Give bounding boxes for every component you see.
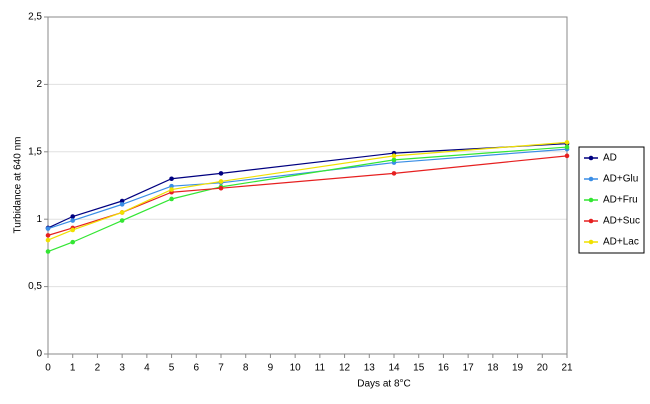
x-tick-label: 1 (70, 363, 76, 374)
x-tick-label: 10 (290, 363, 302, 374)
point (218, 171, 224, 176)
series-line (47, 155, 568, 236)
legend-label: AD+Lac (603, 237, 639, 248)
point (119, 218, 125, 223)
point (169, 187, 174, 192)
point (391, 171, 397, 176)
x-axis-title: Days at 8°C (357, 379, 410, 390)
point (391, 153, 397, 159)
point (564, 140, 570, 145)
series-line (47, 141, 568, 241)
point (218, 179, 224, 184)
point (169, 176, 174, 182)
point (564, 144, 570, 150)
y-tick-label: 0,5 (28, 281, 42, 292)
y-tick-label: 0 (36, 349, 42, 360)
x-tick-label: 7 (218, 363, 224, 374)
point (119, 198, 125, 204)
point (70, 227, 76, 233)
x-tick-label: 3 (119, 363, 125, 374)
legend-marker (588, 197, 594, 203)
legend-marker (588, 155, 594, 161)
x-tick-label: 5 (169, 363, 175, 374)
x-tick-label: 18 (487, 363, 499, 374)
x-tick-label: 14 (388, 363, 400, 374)
x-tick-label: 0 (45, 363, 51, 374)
point (45, 249, 51, 254)
x-tick-label: 6 (194, 363, 200, 374)
point (45, 237, 51, 243)
point (45, 233, 51, 238)
legend-label: AD+Glu (603, 174, 638, 185)
point (70, 218, 76, 223)
point (391, 157, 397, 163)
x-tick-label: 9 (268, 363, 274, 374)
y-tick-label: 2 (36, 79, 42, 90)
point (564, 153, 570, 159)
plot-frame (47, 16, 568, 355)
x-tick-label: 20 (537, 363, 549, 374)
legend-label: AD (603, 153, 617, 164)
x-tick-label: 15 (413, 363, 425, 374)
x-tick-label: 17 (463, 363, 475, 374)
y-tick-label: 1,5 (28, 146, 42, 157)
point (169, 196, 174, 202)
legend-marker (588, 239, 594, 245)
x-tick-label: 2 (95, 363, 101, 374)
point (119, 210, 125, 215)
y-tick-label: 2,5 (28, 12, 42, 23)
x-tick-label: 8 (243, 363, 249, 374)
legend-marker (588, 218, 594, 224)
series-line (47, 143, 568, 229)
legend-label: AD+Suc (603, 216, 640, 227)
legend-marker (588, 176, 594, 182)
point (218, 185, 224, 191)
x-tick-label: 16 (438, 363, 450, 374)
x-tick-label: 21 (561, 363, 573, 374)
x-tick-label: 4 (144, 363, 150, 374)
x-tick-label: 12 (339, 363, 351, 374)
x-tick-label: 19 (512, 363, 524, 374)
y-axis-title: Turbidance at 640 nm (13, 137, 24, 234)
point (169, 183, 174, 189)
series-line (47, 148, 568, 230)
x-tick-label: 13 (364, 363, 376, 374)
point (70, 214, 76, 219)
point (45, 226, 51, 231)
x-tick-label: 11 (315, 363, 326, 374)
point (119, 202, 125, 207)
legend-label: AD+Fru (603, 195, 638, 206)
point (70, 239, 76, 245)
y-tick-label: 1 (36, 214, 42, 225)
